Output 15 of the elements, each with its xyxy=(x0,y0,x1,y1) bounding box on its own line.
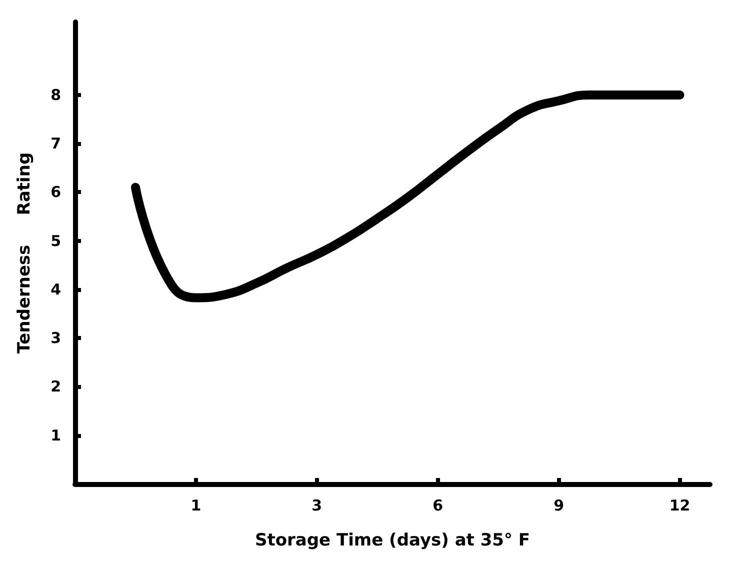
y-tick-label: 6 xyxy=(50,183,61,202)
x-tick-label: 12 xyxy=(669,496,690,514)
y-axis-title: Tenderness Rating xyxy=(14,152,34,354)
x-tick-label: 1 xyxy=(190,496,202,514)
y-tick-label: 4 xyxy=(50,280,61,298)
y-tick-label: 7 xyxy=(50,134,61,153)
x-tick-label: 9 xyxy=(554,496,564,514)
y-tick-label: 5 xyxy=(50,232,61,250)
y-tick-label: 2 xyxy=(50,378,61,396)
y-tick-label: 3 xyxy=(50,329,61,348)
y-tick-label: 8 xyxy=(50,86,61,104)
x-tick-label: 6 xyxy=(432,496,444,514)
y-tick-label: 1 xyxy=(50,426,61,444)
x-axis-title: Storage Time (days) at 35° F xyxy=(254,530,530,550)
x-tick-label: 3 xyxy=(312,496,322,514)
